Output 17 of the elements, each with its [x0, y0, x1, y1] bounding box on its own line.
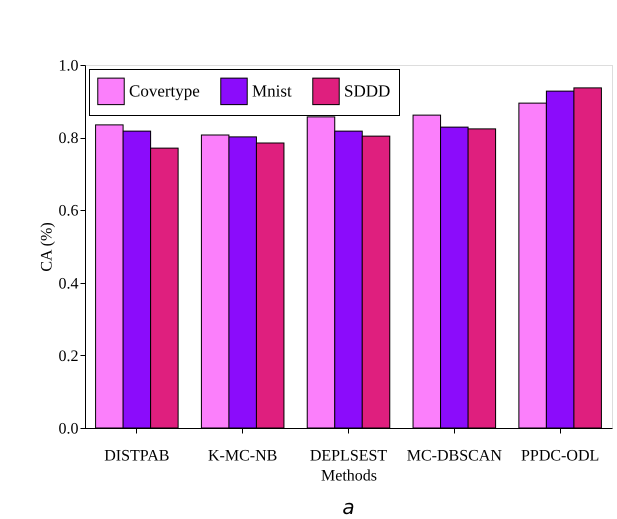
- y-tick-label: 0.8: [58, 130, 78, 148]
- x-tick-label: MC-DBSCAN: [406, 448, 502, 464]
- legend-label: Covertype: [129, 81, 200, 100]
- y-tick-label: 0.6: [58, 202, 78, 220]
- x-axis-title: Methods: [321, 468, 377, 484]
- text: a: [342, 495, 355, 519]
- y-tick-label: 0.4: [58, 275, 78, 292]
- y-axis-title: CA (%): [38, 222, 56, 272]
- legend-label: Mnist: [252, 81, 292, 100]
- x-tick-label: DEPLSEST: [310, 448, 388, 464]
- y-tick-label: 0.0: [58, 420, 78, 438]
- x-tick-label: DISTPAB: [104, 448, 170, 464]
- y-tick-label: 0.2: [58, 348, 78, 365]
- x-tick-label: K-MC-NB: [208, 448, 278, 464]
- y-tick-label: 1.0: [58, 58, 78, 74]
- legend-label: SDDD: [344, 81, 390, 100]
- x-tick-label: PPDC-ODL: [521, 448, 600, 464]
